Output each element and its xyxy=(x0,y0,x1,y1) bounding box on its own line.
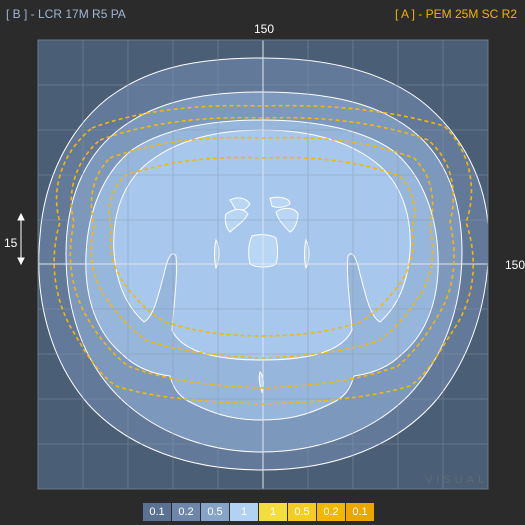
hotspot-b-bottom xyxy=(258,371,264,394)
contour-a-0.5 xyxy=(90,136,434,359)
contours-b xyxy=(38,57,488,471)
legend-b-0.1: 0.1 xyxy=(143,503,171,521)
hotspot-b-mid-left xyxy=(224,209,249,233)
hotspot-b-upper-right xyxy=(269,196,291,208)
legend-a-0.1: 0.1 xyxy=(346,503,374,521)
visual-watermark: VISUAL xyxy=(425,474,489,486)
center-axes xyxy=(38,40,488,489)
contour-a-0.2 xyxy=(69,116,455,389)
legend-b-0.2: 0.2 xyxy=(172,503,200,521)
legend-b-0.5: 0.5 xyxy=(201,503,229,521)
left-scale-label: 15 xyxy=(4,236,18,250)
legend-a-0.2: 0.2 xyxy=(317,503,345,521)
luminaire-b-title: [ B ] - LCR 17M R5 PA xyxy=(6,7,126,21)
legend-b-1: 1 xyxy=(230,503,258,521)
contour-a-1 xyxy=(108,156,416,337)
contours-a xyxy=(53,104,475,405)
luminaire-a-title: [ A ] - PEM 25M SC R2 xyxy=(394,7,517,21)
contour-a-0.1 xyxy=(53,104,475,405)
legend-a-0.5: 0.5 xyxy=(288,503,316,521)
top-scale-label: 150 xyxy=(254,22,275,36)
illuminance-legend: 0.1 0.2 0.5 1 1 0.5 0.2 0.1 xyxy=(143,503,375,523)
plot-border xyxy=(37,39,489,490)
scale-marker-left xyxy=(17,212,25,266)
right-scale-label: 150 xyxy=(505,258,525,272)
legend-a-1: 1 xyxy=(259,503,287,521)
